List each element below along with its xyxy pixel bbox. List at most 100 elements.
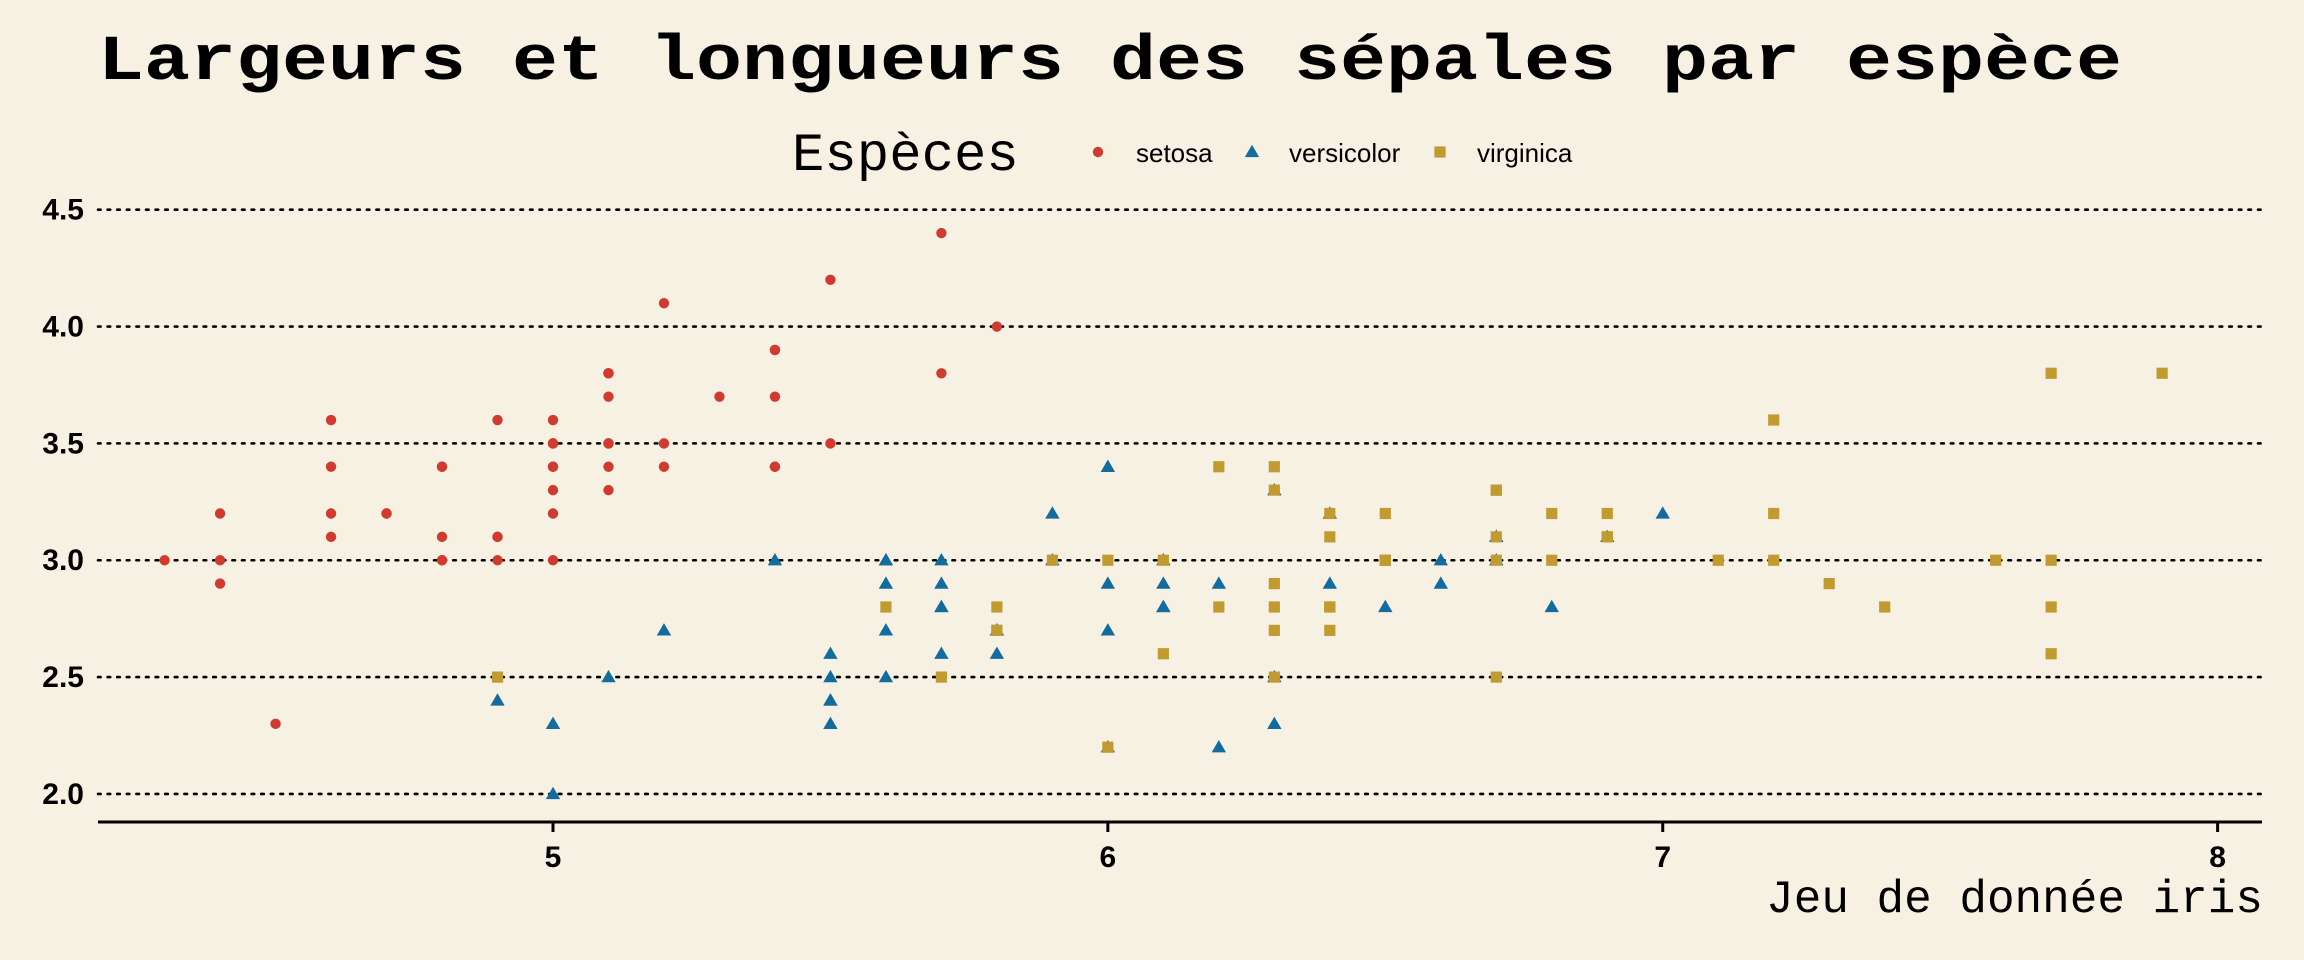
data-point-virginica (2045, 367, 2057, 379)
data-point-versicolor (767, 553, 783, 566)
data-point-setosa (769, 344, 781, 356)
data-point-virginica (1823, 578, 1835, 590)
data-point-virginica (1712, 554, 1724, 566)
data-point-virginica (1324, 531, 1336, 543)
legend-label: versicolor (1289, 138, 1401, 168)
data-point-versicolor (1100, 623, 1116, 636)
legend-marker-virginica (1434, 146, 1446, 158)
data-point-versicolor (1211, 576, 1227, 589)
data-point-virginica (1601, 531, 1613, 543)
legend-item-versicolor: versicolor (1244, 138, 1401, 168)
y-tick-label: 2.5 (42, 661, 84, 694)
data-point-setosa (492, 414, 503, 426)
data-points (159, 227, 2168, 800)
data-point-setosa (325, 461, 337, 472)
chart-caption: Jeu de donnée iris (1766, 874, 2263, 926)
data-point-versicolor (545, 716, 561, 730)
data-point-virginica (1879, 601, 1891, 613)
legend: Espèces setosa versicolor virginica (792, 126, 1573, 187)
data-point-versicolor (934, 553, 949, 566)
data-point-setosa (436, 555, 448, 566)
data-point-virginica (991, 624, 1003, 636)
data-point-virginica (1157, 554, 1169, 566)
data-point-virginica (2045, 601, 2057, 613)
data-point-virginica (1157, 648, 1169, 660)
data-point-versicolor (1156, 576, 1171, 589)
data-point-setosa (325, 531, 337, 543)
data-point-setosa (603, 391, 614, 402)
data-point-setosa (769, 461, 781, 472)
data-point-virginica (1046, 554, 1058, 566)
data-point-versicolor (989, 646, 1005, 659)
data-point-virginica (1490, 531, 1502, 543)
data-point-virginica (1379, 507, 1391, 520)
data-point-versicolor (1378, 599, 1393, 613)
data-point-setosa (214, 508, 226, 519)
y-tick-label: 3.5 (42, 427, 84, 460)
data-point-versicolor (1045, 506, 1060, 519)
data-point-versicolor (545, 786, 561, 800)
data-point-virginica (1768, 507, 1780, 520)
data-point-setosa (825, 274, 836, 285)
data-point-versicolor (1267, 716, 1282, 730)
data-point-virginica (1546, 554, 1558, 566)
data-point-versicolor (1211, 740, 1227, 753)
data-point-virginica (2045, 648, 2057, 660)
data-point-virginica (1268, 671, 1280, 683)
data-point-versicolor (601, 669, 616, 683)
y-tick-label: 4.0 (42, 311, 84, 344)
data-point-virginica (1102, 741, 1114, 753)
x-tick-label: 8 (2209, 841, 2226, 874)
legend-title: Espèces (792, 126, 1019, 187)
data-point-setosa (547, 414, 559, 426)
data-point-virginica (991, 601, 1003, 613)
data-point-virginica (1490, 671, 1502, 683)
data-point-virginica (935, 671, 948, 683)
legend-label: setosa (1136, 138, 1213, 168)
data-point-setosa (325, 414, 337, 426)
data-point-versicolor (934, 576, 949, 589)
data-point-virginica (1490, 554, 1502, 566)
data-point-virginica (491, 671, 504, 683)
data-point-setosa (658, 438, 670, 449)
x-tick-label: 5 (545, 841, 562, 874)
data-point-versicolor (1433, 576, 1448, 589)
data-point-setosa (825, 438, 836, 449)
data-point-versicolor (878, 623, 894, 636)
data-point-versicolor (878, 553, 894, 566)
series-setosa (159, 227, 1003, 730)
data-point-virginica (1324, 624, 1336, 636)
data-point-versicolor (1100, 459, 1116, 472)
data-point-virginica (1268, 624, 1280, 636)
data-point-setosa (714, 391, 725, 402)
y-tick-label: 4.5 (42, 194, 84, 227)
data-point-setosa (769, 391, 781, 402)
data-point-setosa (270, 718, 281, 730)
data-point-virginica (1768, 414, 1780, 426)
data-point-setosa (492, 531, 503, 543)
legend-marker-setosa (1092, 146, 1104, 158)
data-point-setosa (936, 227, 947, 239)
series-versicolor (490, 459, 1670, 800)
data-point-setosa (991, 321, 1003, 332)
data-point-virginica (1213, 461, 1225, 473)
data-point-versicolor (823, 693, 838, 706)
data-point-setosa (547, 508, 559, 519)
y-tick-label: 3.0 (42, 544, 84, 577)
x-tick-label: 6 (1100, 841, 1117, 874)
legend-label: virginica (1477, 138, 1573, 168)
data-point-setosa (381, 508, 392, 519)
data-point-versicolor (934, 646, 949, 659)
data-point-setosa (547, 438, 559, 449)
data-point-versicolor (1100, 576, 1116, 589)
x-tick-label: 7 (1654, 841, 1671, 874)
data-point-setosa (547, 484, 559, 496)
data-point-versicolor (878, 576, 894, 589)
data-point-setosa (603, 438, 614, 449)
data-point-setosa (214, 555, 226, 566)
data-point-virginica (1768, 554, 1780, 566)
data-point-virginica (1102, 554, 1114, 566)
data-point-versicolor (1433, 553, 1448, 566)
data-point-setosa (603, 461, 614, 472)
